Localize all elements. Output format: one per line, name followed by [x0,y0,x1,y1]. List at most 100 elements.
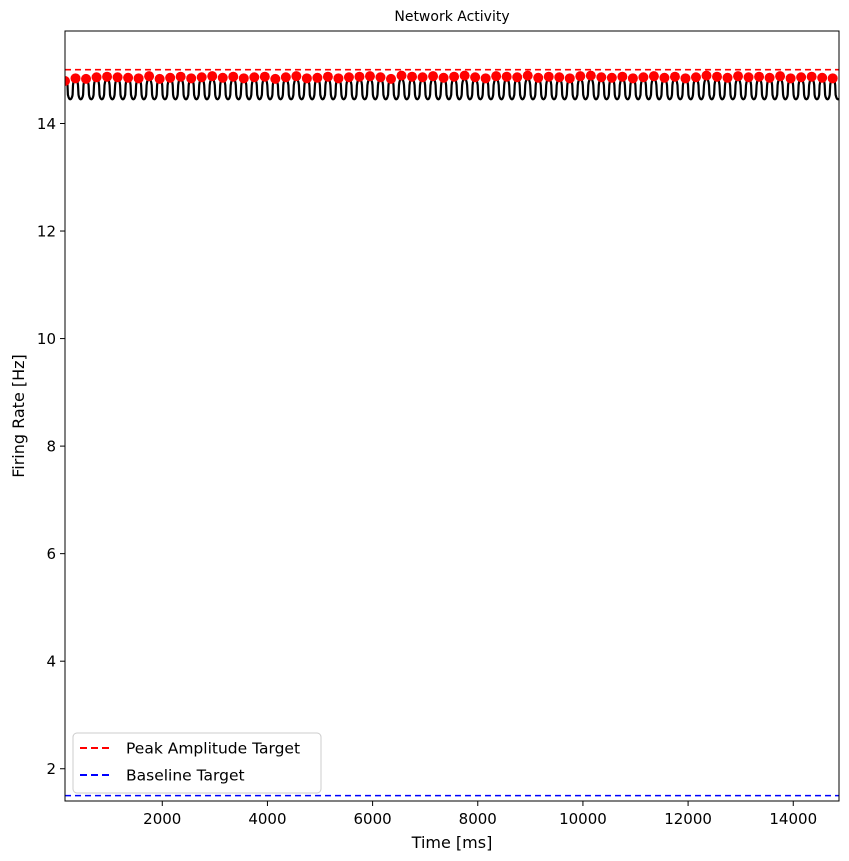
peak-marker [364,71,375,82]
peak-marker [585,70,596,81]
legend: Peak Amplitude Target Baseline Target [72,732,322,794]
x-axis-label: Time [ms] [411,833,493,852]
peak-marker [343,72,354,83]
peak-marker [438,72,449,83]
plot-frame [64,30,840,802]
peak-marker [817,72,828,83]
peak-marker [554,72,565,83]
peak-marker [396,70,407,81]
x-tick-label: 14000 [769,810,817,828]
peak-marker [512,72,523,83]
peak-marker [65,76,70,87]
peak-marker [564,73,575,84]
firing-rate-line [65,77,839,101]
peak-marker [796,72,807,83]
peak-marker [754,71,765,82]
peak-marker [575,71,586,82]
x-tick-label: 2000 [143,810,181,828]
peak-marker [627,73,638,84]
plot-area [65,68,839,797]
peak-marker [81,73,92,84]
peak-marker [712,71,723,82]
peak-marker [91,72,102,83]
peak-marker [312,72,323,83]
peak-marker [533,72,544,83]
x-tick-label: 10000 [559,810,607,828]
y-axis-label: Firing Rate [Hz] [9,354,28,478]
peak-marker [806,71,817,82]
peak-marker [638,72,649,83]
peak-marker [112,72,123,83]
peak-marker [228,71,239,82]
peak-marker [217,72,228,83]
peak-marker [659,72,670,83]
peak-marker [301,73,312,84]
peak-marker [291,71,302,82]
peak-marker [701,70,712,81]
peak-marker [606,72,617,83]
x-tick-label: 12000 [664,810,712,828]
peak-marker [722,72,733,83]
peak-marker [238,73,249,84]
y-tick-label: 10 [37,330,56,348]
peak-marker [144,71,155,82]
peak-marker [354,71,365,82]
y-tick-label: 8 [46,438,56,456]
peak-marker [733,71,744,82]
peak-marker [375,72,386,83]
legend-label-baseline-target: Baseline Target [126,767,245,785]
peak-marker [133,73,144,84]
y-tick-label: 6 [46,545,56,563]
peak-marker [102,71,113,82]
peak-marker [775,71,786,82]
peak-marker [480,73,491,84]
y-tick-label: 4 [46,653,56,671]
y-tick-label: 12 [37,223,56,241]
peak-marker [449,71,460,82]
peak-marker [827,73,838,84]
peak-marker [648,71,659,82]
peak-marker [428,71,439,82]
peak-marker [207,71,218,82]
peak-marker [543,71,554,82]
legend-box [72,732,322,794]
peak-marker [123,72,134,83]
peak-marker [333,73,344,84]
peak-marker [522,70,533,81]
peak-marker [154,73,165,84]
legend-label-peak-target: Peak Amplitude Target [126,740,300,758]
peak-marker [175,71,186,82]
peak-marker [470,72,481,83]
y-tick-label: 2 [46,760,56,778]
peak-marker [407,71,418,82]
peak-marker [165,72,176,83]
peak-marker [259,71,270,82]
peak-marker [386,73,397,84]
peak-marker [196,72,207,83]
peak-marker [743,72,754,83]
peak-marker [669,71,680,82]
chart-title: Network Activity [394,9,509,25]
peak-marker [690,72,701,83]
peak-marker [785,73,796,84]
peak-marker [764,72,775,83]
peak-marker [280,72,291,83]
peak-marker [491,71,502,82]
peak-marker [596,72,607,83]
peak-marker [501,71,512,82]
x-tick-label: 4000 [248,810,286,828]
peak-marker [680,73,691,84]
x-tick-label: 6000 [354,810,392,828]
peak-marker [417,72,428,83]
peak-marker [322,71,333,82]
peak-marker [459,70,470,81]
peak-marker [249,72,260,83]
x-tick-label: 8000 [459,810,497,828]
peak-marker [617,71,628,82]
peak-marker [70,73,81,84]
peak-marker [270,73,281,84]
peak-marker [186,73,197,84]
axis-ticks: 2000 4000 6000 8000 10000 12000 14000 2 4 6 8 10 12 1… [37,115,817,828]
y-tick-label: 14 [37,115,56,133]
